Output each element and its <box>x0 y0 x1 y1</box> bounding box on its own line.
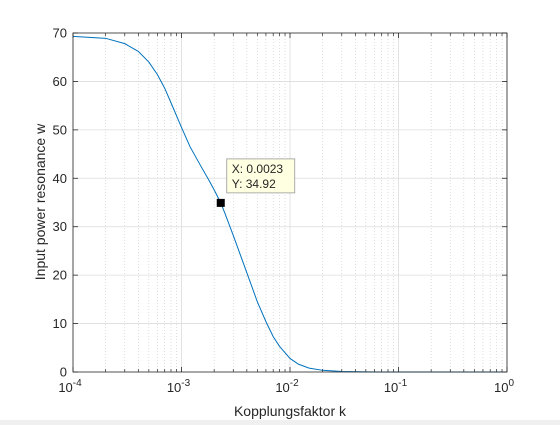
data-tip-marker[interactable] <box>216 198 225 207</box>
x-tick-label: 100 <box>494 378 514 395</box>
data-tip-x-label: X: 0.0023 <box>232 162 284 176</box>
x-tick-label: 10-3 <box>167 378 191 395</box>
y-axis-label: Input power resonance w <box>32 123 48 280</box>
x-axis-label: Kopplungsfaktor k <box>234 403 347 419</box>
y-tick-label: 10 <box>53 316 67 331</box>
x-tick-label: 10-4 <box>58 378 82 395</box>
y-tick-labels: 0 10 20 30 40 50 60 70 <box>53 26 67 380</box>
x-tick-labels: 10-4 10-3 10-2 10-1 100 <box>58 378 514 395</box>
data-line[interactable] <box>72 35 507 373</box>
y-tick-label: 60 <box>53 74 67 89</box>
y-tick-label: 40 <box>53 171 67 186</box>
y-tick-label: 70 <box>53 26 67 41</box>
x-tick-label: 10-2 <box>275 378 299 395</box>
minor-grid <box>105 33 503 372</box>
data-tip-y-label: Y: 34.92 <box>232 177 276 191</box>
y-tick-label: 0 <box>60 365 67 380</box>
data-tip-box <box>226 158 296 194</box>
y-tick-label: 30 <box>53 219 67 234</box>
data-tip[interactable]: X: 0.0023 Y: 34.92 <box>216 158 296 207</box>
x-tick-label: 10-1 <box>384 378 408 395</box>
y-tick-label: 50 <box>53 122 67 137</box>
axis-ticks <box>72 32 508 373</box>
y-tick-label: 20 <box>53 268 67 283</box>
